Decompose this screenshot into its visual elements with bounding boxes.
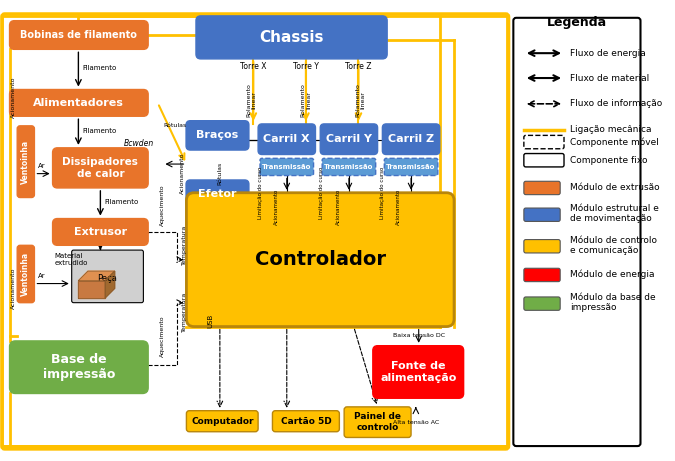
Text: Acionamento: Acionamento	[274, 189, 279, 225]
FancyBboxPatch shape	[524, 268, 560, 282]
Text: Carril X: Carril X	[263, 134, 310, 144]
Text: Painel de
controlo: Painel de controlo	[354, 413, 401, 432]
Text: Material
extrudido: Material extrudido	[55, 253, 88, 266]
Text: Módulo de controlo
e comunicação: Módulo de controlo e comunicação	[570, 236, 657, 255]
FancyBboxPatch shape	[524, 181, 560, 195]
Polygon shape	[105, 271, 115, 298]
FancyBboxPatch shape	[382, 124, 439, 154]
Text: Alimentadores: Alimentadores	[34, 98, 124, 108]
FancyBboxPatch shape	[373, 346, 464, 398]
FancyBboxPatch shape	[17, 126, 34, 197]
Text: Ligação mecânica: Ligação mecânica	[570, 125, 651, 134]
Text: Filamento: Filamento	[104, 199, 138, 205]
FancyBboxPatch shape	[186, 193, 454, 326]
FancyBboxPatch shape	[196, 16, 387, 59]
Text: Dissipadores
de calor: Dissipadores de calor	[62, 157, 138, 179]
Text: Acionamento: Acionamento	[396, 189, 401, 225]
FancyBboxPatch shape	[9, 21, 148, 49]
FancyBboxPatch shape	[524, 297, 560, 310]
Text: Extrusor: Extrusor	[74, 227, 127, 237]
Text: Computador: Computador	[191, 417, 254, 426]
Text: Limitação do curso: Limitação do curso	[380, 166, 385, 219]
FancyBboxPatch shape	[9, 341, 148, 394]
Text: Limitação do curso: Limitação do curso	[319, 166, 324, 219]
Text: Cartão 5D: Cartão 5D	[281, 417, 331, 426]
Text: Carril Y: Carril Y	[326, 134, 372, 144]
Text: Torre X: Torre X	[240, 62, 267, 71]
Polygon shape	[78, 271, 115, 281]
Text: Aquecimento: Aquecimento	[160, 184, 165, 226]
Text: Base de
impressão: Base de impressão	[43, 353, 115, 381]
Text: Legenda: Legenda	[546, 16, 607, 29]
Text: Bcwden: Bcwden	[124, 138, 155, 148]
Text: Baixa tensão DC: Baixa tensão DC	[393, 333, 445, 338]
FancyBboxPatch shape	[186, 121, 248, 150]
Text: Rolamento
linear: Rolamento linear	[355, 83, 366, 117]
Text: Módulo estrutural e
de movimentação: Módulo estrutural e de movimentação	[570, 204, 659, 224]
Text: Ar: Ar	[38, 163, 46, 169]
Text: Filamento: Filamento	[82, 65, 117, 71]
Text: Chassis: Chassis	[259, 30, 324, 45]
FancyBboxPatch shape	[186, 180, 248, 207]
FancyBboxPatch shape	[53, 219, 148, 245]
Text: Temperatura: Temperatura	[182, 292, 186, 332]
Text: Limitação do curso: Limitação do curso	[258, 166, 263, 219]
Text: Torre Z: Torre Z	[345, 62, 372, 71]
Text: Bobinas de filamento: Bobinas de filamento	[20, 30, 137, 40]
Text: Fluxo de energia: Fluxo de energia	[570, 49, 645, 58]
FancyBboxPatch shape	[524, 154, 564, 167]
Text: Rolamento
linear: Rolamento linear	[300, 83, 311, 117]
Text: Acionamento: Acionamento	[180, 153, 184, 195]
Text: Alta tensão AC: Alta tensão AC	[393, 420, 439, 425]
Text: Módulo de energia: Módulo de energia	[570, 269, 654, 279]
FancyBboxPatch shape	[524, 208, 560, 221]
Text: Transmissão: Transmissão	[324, 164, 373, 170]
FancyBboxPatch shape	[72, 250, 143, 303]
Text: Fonte de
alimentação: Fonte de alimentação	[380, 361, 456, 383]
Text: Aquecimento: Aquecimento	[160, 315, 165, 357]
Text: Acionamento: Acionamento	[11, 267, 16, 309]
FancyBboxPatch shape	[344, 407, 411, 437]
Polygon shape	[78, 281, 105, 298]
Text: Componente fixo: Componente fixo	[570, 156, 647, 165]
Text: Ventoinha: Ventoinha	[22, 252, 30, 296]
Text: Módulo de extrusão: Módulo de extrusão	[570, 183, 659, 191]
Text: Componente móvel: Componente móvel	[570, 137, 659, 147]
Text: Filamento: Filamento	[82, 128, 117, 134]
FancyBboxPatch shape	[258, 124, 315, 154]
FancyBboxPatch shape	[524, 240, 560, 253]
FancyBboxPatch shape	[186, 411, 258, 432]
Text: Transmissão: Transmissão	[386, 164, 436, 170]
FancyBboxPatch shape	[514, 18, 641, 446]
FancyBboxPatch shape	[17, 245, 34, 303]
Text: Acionamento: Acionamento	[11, 77, 16, 118]
Text: Braços: Braços	[196, 130, 238, 141]
Text: Controlador: Controlador	[254, 250, 385, 269]
FancyBboxPatch shape	[322, 158, 376, 176]
Text: Torre Y: Torre Y	[293, 62, 319, 71]
FancyBboxPatch shape	[9, 89, 148, 116]
Text: Carril Z: Carril Z	[388, 134, 434, 144]
FancyBboxPatch shape	[524, 136, 564, 149]
Text: Módulo da base de
impressão: Módulo da base de impressão	[570, 293, 655, 313]
Text: Efetor: Efetor	[198, 189, 237, 199]
FancyBboxPatch shape	[384, 158, 438, 176]
FancyBboxPatch shape	[260, 158, 314, 176]
Text: Rótulas: Rótulas	[163, 124, 186, 128]
Text: Acionamento: Acionamento	[336, 189, 341, 225]
Text: Temperatura: Temperatura	[182, 225, 186, 266]
FancyBboxPatch shape	[53, 148, 148, 188]
Text: Rótulas: Rótulas	[217, 162, 222, 185]
Text: Ar: Ar	[38, 273, 46, 279]
FancyBboxPatch shape	[320, 124, 377, 154]
FancyBboxPatch shape	[273, 411, 340, 432]
Text: Fluxo de material: Fluxo de material	[570, 73, 649, 83]
Text: Transmissão: Transmissão	[262, 164, 311, 170]
Text: Rolamento
linear: Rolamento linear	[246, 83, 256, 117]
Text: Fluxo de informação: Fluxo de informação	[570, 99, 662, 108]
Text: Ventoinha: Ventoinha	[22, 140, 30, 184]
Text: Peça: Peça	[97, 274, 117, 283]
Text: USB: USB	[207, 314, 213, 329]
